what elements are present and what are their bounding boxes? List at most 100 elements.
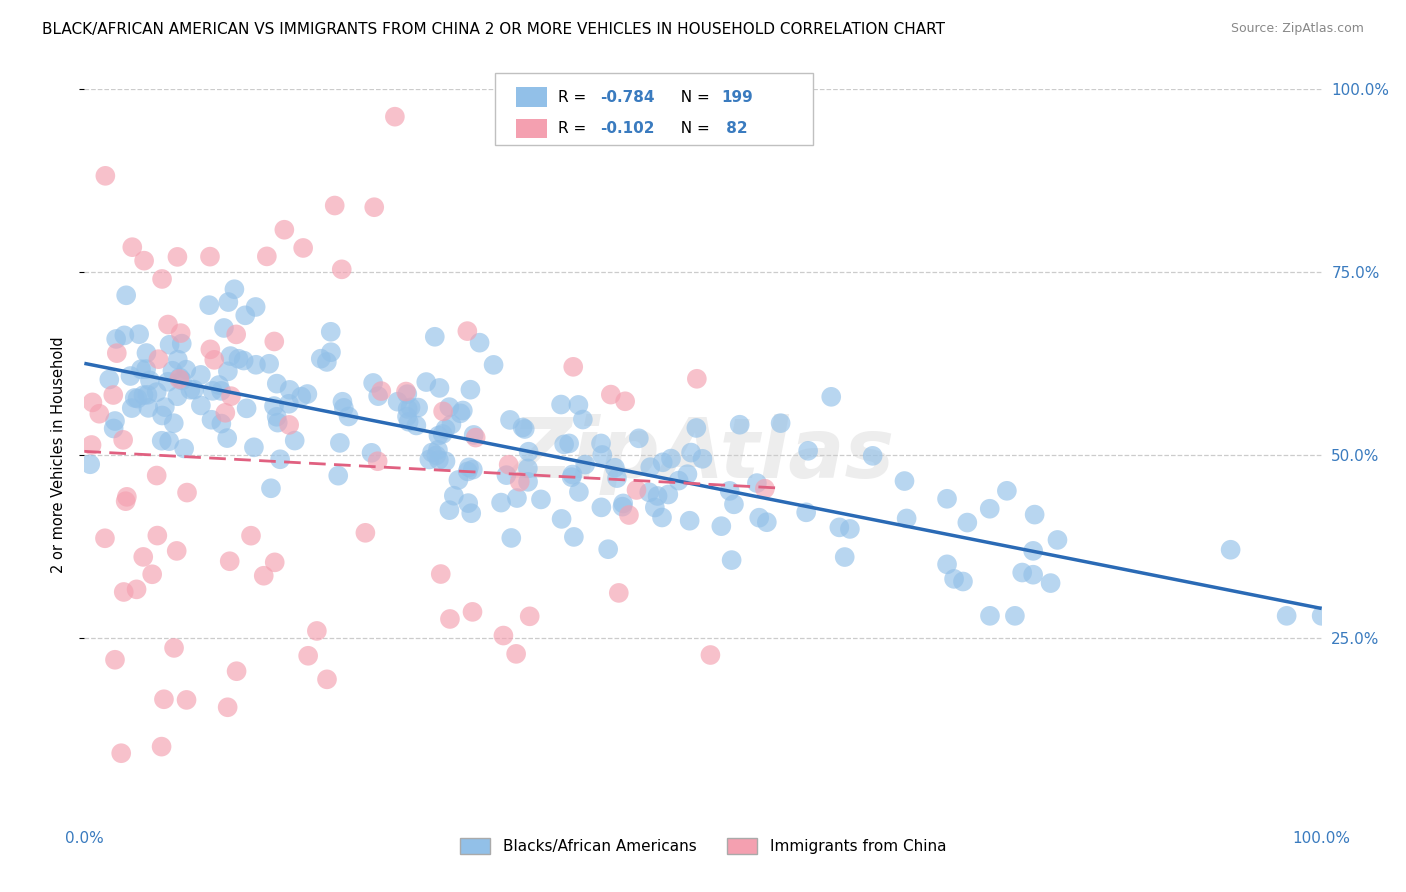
Point — [509, 475, 531, 489]
Point — [638, 485, 661, 500]
Point — [979, 608, 1001, 623]
Point — [458, 460, 481, 475]
Point — [936, 558, 959, 572]
Point — [132, 549, 155, 564]
Point — [214, 406, 236, 420]
Point — [112, 585, 135, 599]
Point — [257, 357, 280, 371]
Point — [363, 200, 385, 214]
Point — [1310, 608, 1333, 623]
Point — [136, 388, 159, 402]
Point — [893, 474, 915, 488]
Point — [217, 700, 239, 714]
Point — [260, 481, 283, 495]
Point — [460, 506, 482, 520]
Point — [718, 483, 741, 498]
Point — [395, 409, 418, 424]
Point — [794, 505, 817, 519]
Point — [489, 495, 512, 509]
Point — [439, 612, 461, 626]
Point — [995, 483, 1018, 498]
Point — [145, 468, 167, 483]
Point — [121, 401, 143, 415]
Point — [266, 376, 288, 391]
Point — [284, 434, 307, 448]
Point — [105, 346, 128, 360]
Point — [1022, 567, 1045, 582]
Point — [439, 400, 461, 414]
Point — [212, 321, 235, 335]
Point — [748, 510, 770, 524]
Point — [328, 468, 350, 483]
Point — [297, 648, 319, 663]
Point — [834, 549, 856, 564]
Point — [105, 332, 128, 346]
Point — [135, 346, 157, 360]
Point — [190, 399, 212, 413]
Point — [225, 327, 247, 342]
Point — [463, 428, 485, 442]
Point — [754, 482, 776, 496]
Point — [228, 351, 250, 366]
Point — [266, 409, 288, 424]
Point — [148, 352, 170, 367]
Point — [591, 500, 613, 515]
Point — [156, 318, 179, 332]
Point — [720, 553, 742, 567]
Point — [263, 399, 285, 413]
Point — [103, 421, 125, 435]
Text: R =: R = — [558, 121, 592, 136]
Point — [177, 826, 200, 840]
Point — [1039, 576, 1062, 591]
Point — [598, 542, 620, 557]
Point — [219, 349, 242, 363]
Point — [896, 511, 918, 525]
Point — [517, 475, 540, 489]
Point — [820, 390, 842, 404]
Point — [681, 445, 703, 459]
Point — [513, 422, 536, 436]
Point — [862, 449, 884, 463]
Point — [668, 474, 690, 488]
Point — [651, 455, 673, 469]
Point — [200, 343, 222, 357]
Point — [427, 453, 450, 467]
Point — [201, 384, 224, 398]
Point — [457, 464, 479, 478]
Text: R =: R = — [558, 90, 592, 104]
Text: 199: 199 — [721, 90, 754, 104]
Point — [267, 416, 290, 430]
Point — [121, 240, 143, 254]
Point — [153, 692, 176, 706]
Point — [243, 440, 266, 454]
Point — [115, 288, 138, 302]
Point — [627, 431, 650, 445]
Point — [405, 418, 427, 433]
Point — [979, 501, 1001, 516]
Point — [176, 485, 198, 500]
Point — [94, 169, 117, 183]
Point — [606, 471, 628, 485]
Point — [568, 485, 591, 500]
Point — [572, 412, 595, 426]
Point — [278, 383, 301, 397]
Point — [399, 401, 422, 415]
Point — [190, 368, 212, 382]
Point — [319, 345, 342, 359]
Point — [943, 572, 966, 586]
Point — [1011, 566, 1033, 580]
Point — [638, 460, 661, 475]
Point — [936, 491, 959, 506]
Text: ZipAtlas: ZipAtlas — [512, 415, 894, 495]
Point — [828, 520, 851, 534]
Point — [354, 525, 377, 540]
Point — [305, 624, 328, 638]
Point — [135, 362, 157, 376]
Point — [217, 431, 239, 445]
Point — [464, 431, 486, 445]
Point — [952, 574, 974, 589]
Point — [332, 394, 354, 409]
Point — [89, 407, 111, 421]
Point — [217, 295, 239, 310]
Point — [427, 428, 450, 442]
